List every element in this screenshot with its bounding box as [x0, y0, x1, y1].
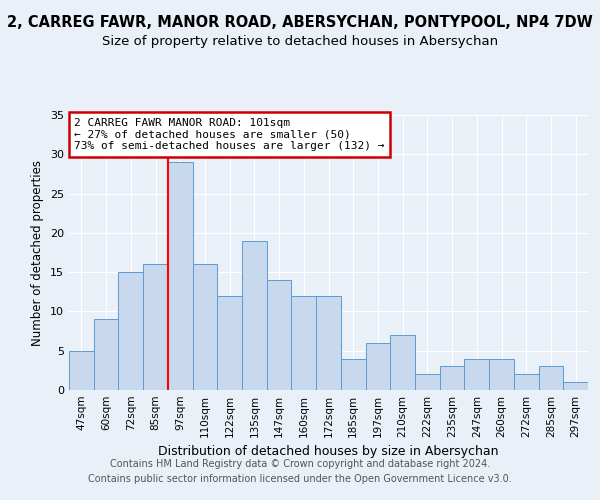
Bar — [69, 350, 94, 390]
Bar — [341, 358, 365, 390]
Bar — [267, 280, 292, 390]
Bar — [390, 335, 415, 390]
Bar — [539, 366, 563, 390]
Text: Contains HM Land Registry data © Crown copyright and database right 2024.: Contains HM Land Registry data © Crown c… — [110, 459, 490, 469]
Bar — [489, 358, 514, 390]
Bar — [217, 296, 242, 390]
Bar — [118, 272, 143, 390]
Bar — [292, 296, 316, 390]
Bar — [563, 382, 588, 390]
Bar — [193, 264, 217, 390]
Bar — [514, 374, 539, 390]
Bar — [242, 240, 267, 390]
Bar — [316, 296, 341, 390]
Bar — [365, 343, 390, 390]
Bar — [143, 264, 168, 390]
Bar — [94, 320, 118, 390]
Text: 2, CARREG FAWR, MANOR ROAD, ABERSYCHAN, PONTYPOOL, NP4 7DW: 2, CARREG FAWR, MANOR ROAD, ABERSYCHAN, … — [7, 15, 593, 30]
Bar — [440, 366, 464, 390]
Bar — [168, 162, 193, 390]
X-axis label: Distribution of detached houses by size in Abersychan: Distribution of detached houses by size … — [158, 446, 499, 458]
Text: Contains public sector information licensed under the Open Government Licence v3: Contains public sector information licen… — [88, 474, 512, 484]
Text: Size of property relative to detached houses in Abersychan: Size of property relative to detached ho… — [102, 34, 498, 48]
Bar — [464, 358, 489, 390]
Bar — [415, 374, 440, 390]
Text: 2 CARREG FAWR MANOR ROAD: 101sqm
← 27% of detached houses are smaller (50)
73% o: 2 CARREG FAWR MANOR ROAD: 101sqm ← 27% o… — [74, 118, 385, 151]
Y-axis label: Number of detached properties: Number of detached properties — [31, 160, 44, 346]
